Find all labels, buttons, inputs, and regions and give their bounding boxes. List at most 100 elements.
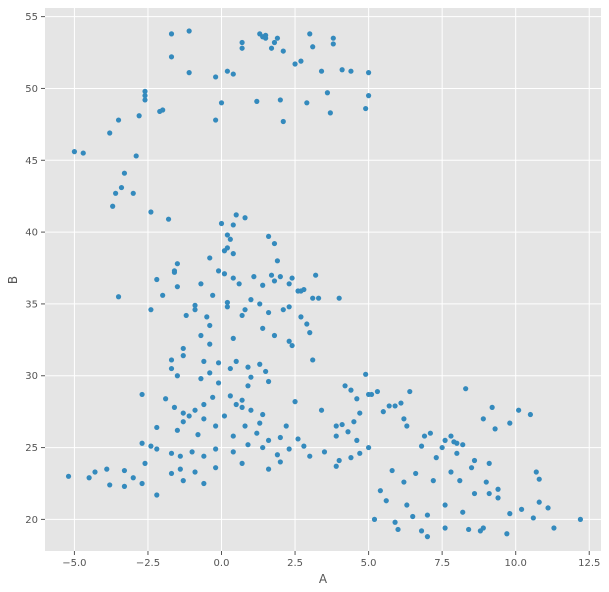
x-tick-label: 12.5 [578, 558, 600, 569]
data-point [230, 222, 236, 228]
data-point [439, 444, 445, 451]
data-point [260, 282, 266, 288]
data-point [318, 407, 325, 413]
data-point [265, 309, 272, 316]
data-point [277, 274, 283, 280]
data-point [171, 269, 178, 275]
data-point [268, 272, 275, 278]
data-point [215, 360, 222, 366]
x-axis-label: A [319, 572, 328, 586]
data-point [210, 292, 216, 298]
data-point [289, 342, 295, 349]
data-point [354, 437, 360, 443]
data-point [230, 449, 236, 455]
data-point [304, 100, 310, 106]
x-tick-label: 7.5 [434, 558, 450, 569]
data-point [277, 434, 283, 441]
data-point [310, 357, 316, 363]
data-point [213, 74, 219, 80]
data-point [265, 378, 272, 385]
data-point [80, 150, 86, 156]
data-point [242, 307, 248, 313]
data-point [292, 399, 298, 405]
data-point [265, 233, 272, 240]
data-point [507, 420, 513, 426]
data-point [342, 383, 348, 389]
x-tick-label: 2.5 [287, 558, 303, 569]
data-point [168, 365, 175, 372]
data-point [507, 511, 513, 517]
data-point [410, 513, 416, 520]
data-point [274, 258, 281, 264]
data-point [495, 486, 501, 492]
data-point [442, 525, 448, 531]
data-point [257, 361, 263, 367]
data-point [165, 216, 172, 222]
data-point [192, 307, 198, 313]
data-point [351, 419, 357, 425]
data-point [307, 31, 313, 37]
data-point [442, 502, 448, 508]
data-point [221, 248, 228, 254]
data-point [418, 443, 425, 449]
data-point [404, 502, 410, 508]
data-point [154, 492, 160, 498]
data-point [333, 463, 339, 469]
data-point [333, 433, 339, 439]
data-point [265, 437, 272, 443]
data-point [121, 483, 128, 489]
data-point [201, 416, 207, 422]
data-point [271, 39, 278, 46]
data-point [448, 469, 454, 475]
data-point [174, 427, 180, 433]
grid [45, 8, 601, 551]
data-point [339, 421, 345, 428]
data-point [233, 401, 239, 408]
data-point [183, 312, 189, 319]
data-point [242, 215, 248, 221]
data-point [224, 68, 230, 74]
data-point [324, 90, 331, 96]
data-point [115, 117, 122, 123]
data-point [136, 113, 142, 119]
data-point [280, 307, 286, 313]
data-point [207, 255, 213, 261]
data-point [254, 430, 260, 436]
data-point [265, 466, 272, 472]
data-point [348, 387, 354, 393]
data-point [504, 531, 510, 537]
data-point [274, 452, 281, 458]
data-point [421, 433, 428, 439]
data-point [392, 403, 398, 409]
data-point [492, 426, 498, 432]
data-point [92, 469, 98, 475]
data-point [339, 67, 345, 73]
y-tick-label: 45 [25, 156, 38, 167]
data-points [65, 28, 584, 540]
data-point [401, 479, 407, 485]
data-point [227, 365, 233, 372]
data-point [180, 410, 186, 416]
data-point [357, 410, 363, 416]
data-point [113, 190, 119, 196]
data-point [418, 528, 425, 534]
data-point [348, 68, 354, 74]
data-point [207, 370, 213, 376]
data-point [327, 110, 333, 116]
data-point [233, 358, 239, 364]
data-point [283, 423, 289, 429]
data-point [201, 358, 207, 364]
data-point [142, 460, 148, 466]
data-point [354, 396, 360, 402]
data-point [468, 465, 475, 471]
data-point [245, 364, 251, 370]
data-point [365, 444, 372, 451]
data-point [407, 388, 413, 395]
data-point [398, 400, 404, 406]
data-point [380, 409, 386, 415]
data-point [483, 479, 489, 485]
data-point [551, 525, 557, 531]
data-point [218, 100, 225, 106]
data-point [480, 416, 486, 422]
data-point [174, 284, 180, 290]
